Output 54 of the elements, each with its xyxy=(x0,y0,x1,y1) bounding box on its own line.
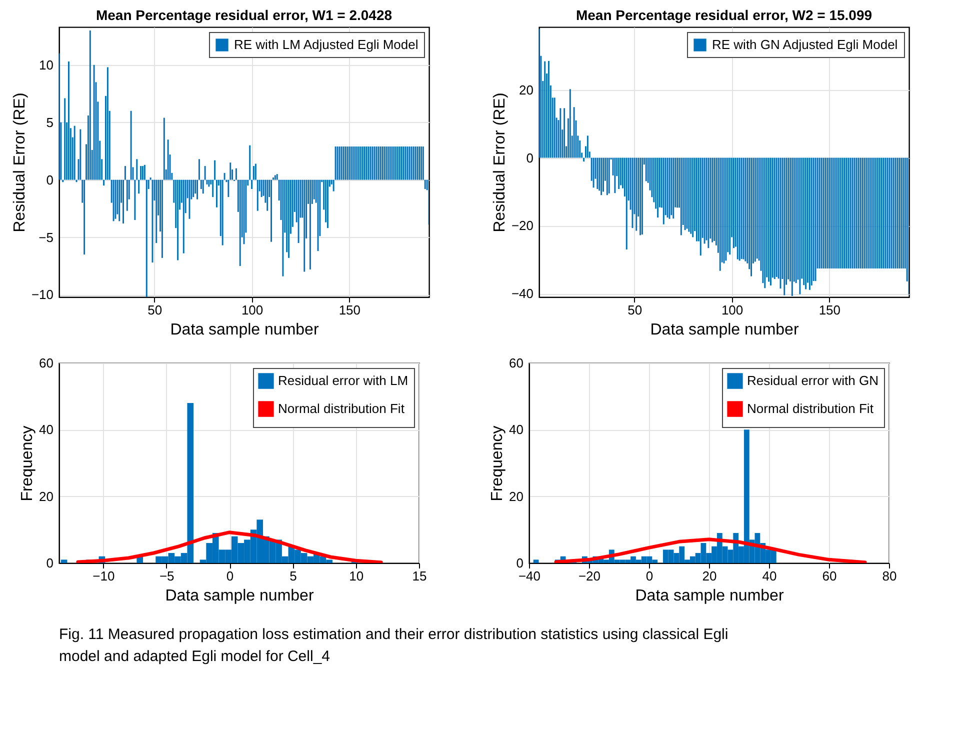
line-series xyxy=(76,530,383,563)
x-axis-title: Data sample number xyxy=(650,322,800,338)
legend-label: RE with GN Adjusted Egli Model xyxy=(712,37,898,52)
x-axis-title: Data sample number xyxy=(170,322,320,338)
y-tick-label: 10 xyxy=(39,57,54,72)
line-series xyxy=(554,538,867,563)
y-tick-label: 60 xyxy=(39,356,54,370)
x-axis-title: Data sample number xyxy=(165,588,314,604)
x-tick-label: 15 xyxy=(412,568,427,584)
y-tick-label: 5 xyxy=(46,114,54,130)
y-axis-title: Residual Error (RE) xyxy=(491,92,508,232)
x-tick-label: 150 xyxy=(818,302,841,318)
x-tick-label: 50 xyxy=(628,302,642,318)
y-tick-label: 0 xyxy=(46,556,54,570)
x-tick-label: 60 xyxy=(822,568,837,584)
y-axis-title: Frequency xyxy=(489,426,506,502)
y-tick-label: 0 xyxy=(46,172,54,188)
caption: Fig. 11 Measured propagation loss estimation and their error distribution statistics using classical Egli model and adapted Egli model for Cell_4 xyxy=(59,626,728,665)
y-tick-label: −40 xyxy=(511,286,534,302)
y-tick-label: 20 xyxy=(509,488,524,504)
legend-label: Normal distribution Fit xyxy=(278,401,405,416)
legend-label: RE with LM Adjusted Egli Model xyxy=(234,37,418,52)
x-tick-label: 150 xyxy=(338,302,361,318)
y-tick-label: −10 xyxy=(31,287,54,302)
y-tick-label: −5 xyxy=(38,230,54,245)
y-tick-label: 20 xyxy=(39,488,54,504)
legend-label: Residual error with LM xyxy=(278,373,408,388)
y-tick-label: 40 xyxy=(39,422,54,438)
legend-label: Residual error with GN xyxy=(747,373,878,388)
x-tick-label: 100 xyxy=(241,302,264,318)
x-tick-label: 100 xyxy=(721,302,744,318)
x-tick-label: 50 xyxy=(148,302,162,318)
y-tick-label: 40 xyxy=(509,422,524,438)
y-tick-label: 20 xyxy=(519,82,534,98)
x-axis-title: Data sample number xyxy=(635,588,784,604)
y-axis-title: Residual Error (RE) xyxy=(11,92,28,232)
x-tick-label: 0 xyxy=(226,568,234,584)
x-tick-label: −10 xyxy=(92,568,115,584)
legend-label: Normal distribution Fit xyxy=(747,401,874,416)
y-tick-label: −20 xyxy=(511,218,534,234)
chart-title: Mean Percentage residual error, W2 = 15.099 xyxy=(576,7,872,23)
x-tick-label: 10 xyxy=(349,568,364,584)
y-tick-label: 0 xyxy=(516,556,524,570)
x-tick-label: 20 xyxy=(702,568,717,584)
x-tick-label: 40 xyxy=(762,568,777,584)
chart-title: Mean Percentage residual error, W1 = 2.0428 xyxy=(96,7,392,23)
x-tick-label: −20 xyxy=(578,568,601,584)
x-tick-label: 80 xyxy=(882,568,897,584)
x-tick-label: 5 xyxy=(290,568,297,584)
y-axis-title: Frequency xyxy=(19,426,36,502)
x-tick-label: −5 xyxy=(159,568,174,584)
y-tick-label: 60 xyxy=(509,356,524,370)
y-tick-label: 0 xyxy=(526,150,534,166)
x-tick-label: 0 xyxy=(646,568,654,584)
